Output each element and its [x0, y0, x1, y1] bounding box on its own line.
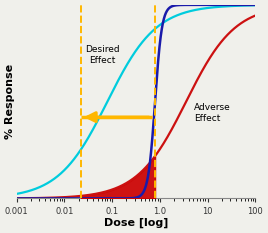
- Y-axis label: % Response: % Response: [5, 64, 15, 139]
- X-axis label: Dose [log]: Dose [log]: [104, 218, 168, 228]
- Text: Desired
Effect: Desired Effect: [85, 45, 120, 65]
- Text: Adverse
Effect: Adverse Effect: [194, 103, 231, 123]
